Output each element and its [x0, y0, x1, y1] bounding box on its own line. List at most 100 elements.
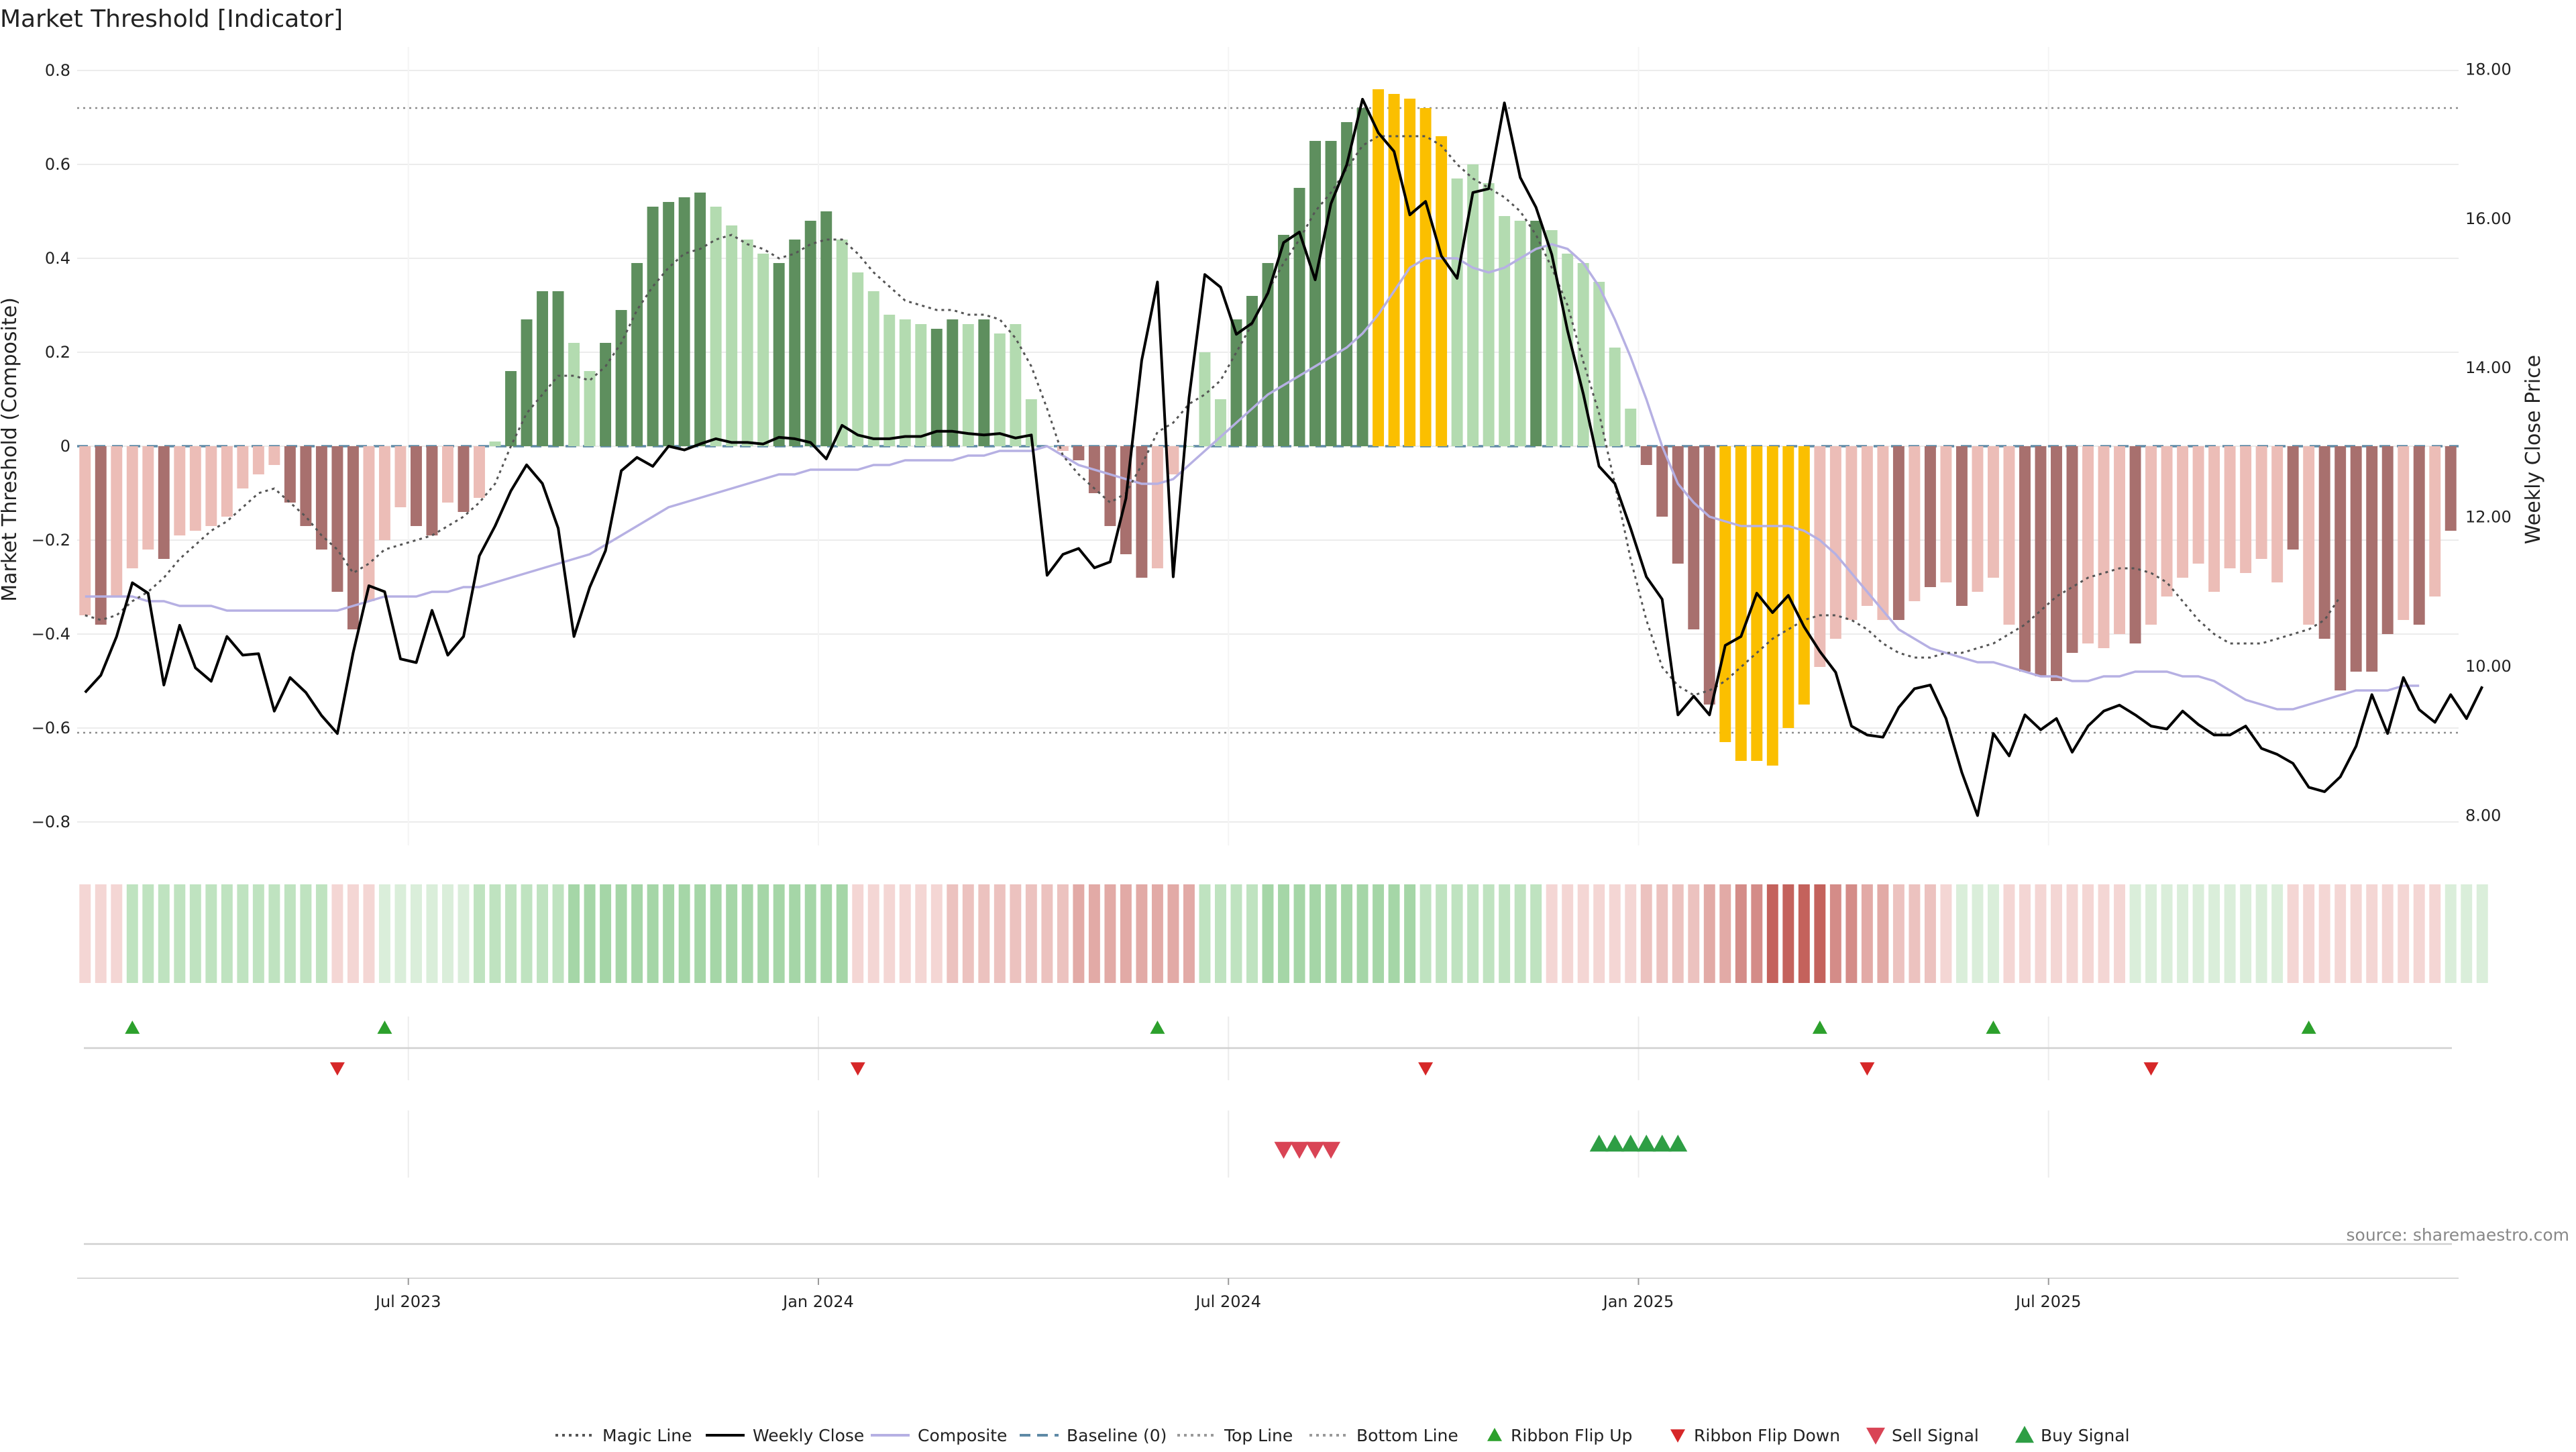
composite-bar: [1278, 235, 1289, 446]
composite-bar: [174, 446, 186, 535]
composite-bar: [2334, 446, 2347, 690]
ribbon-flip-up-marker: [1986, 1021, 2001, 1034]
ribbon-cell: [678, 884, 690, 983]
composite-bar: [1136, 446, 1148, 578]
ribbon-cell: [458, 884, 470, 983]
composite-bar: [2381, 446, 2394, 634]
ribbon-cell: [111, 884, 123, 983]
y2-tick-label: 14.00: [2465, 358, 2512, 377]
ribbon-flip-down-marker: [2143, 1062, 2159, 1076]
composite-bar: [726, 225, 738, 446]
composite-bar: [1183, 446, 1195, 447]
composite-bar: [1010, 324, 1022, 446]
ribbon-cell: [426, 884, 438, 983]
composite-bar: [930, 329, 943, 446]
ribbon-cell: [1419, 884, 1432, 983]
legend-swatch: [1670, 1429, 1685, 1443]
legend-item: Top Line: [1177, 1426, 1293, 1445]
ribbon-cell: [568, 884, 580, 983]
ribbon-cell: [2098, 884, 2110, 983]
composite-bar: [1230, 319, 1242, 446]
ribbon-cell: [2255, 884, 2267, 983]
ribbon-cell: [331, 884, 343, 983]
ribbon-cell: [1451, 884, 1463, 983]
ribbon-flip-up-marker: [125, 1021, 140, 1034]
ribbon-cell: [789, 884, 801, 983]
ribbon-cell: [2019, 884, 2031, 983]
ribbon-cell: [552, 884, 564, 983]
composite-bar: [1341, 122, 1353, 446]
composite-bar: [600, 343, 612, 446]
composite-bar: [2082, 446, 2094, 643]
composite-bar: [268, 446, 280, 465]
ribbon-cell: [126, 884, 138, 983]
y-tick-label: 0.4: [45, 249, 70, 268]
ribbon-cell: [2082, 884, 2094, 983]
composite-bar: [1419, 108, 1432, 446]
ribbon-cell: [411, 884, 422, 983]
x-axis: Jul 2023 Jan 2024 Jul 2024 Jan 2025 Jul 2025: [77, 1278, 2459, 1311]
ribbon-flip-panel: [84, 1017, 2452, 1080]
composite-bar: [2208, 446, 2220, 592]
ribbon-cell: [2240, 884, 2252, 983]
ribbon-cell: [726, 884, 738, 983]
ribbon-cell: [1183, 884, 1195, 983]
ribbon-cell: [252, 884, 264, 983]
ribbon-cell: [2224, 884, 2236, 983]
composite-bar: [1814, 446, 1826, 667]
y-axis-left: 0.8 0.6 0.4 0.2 0 −0.2 −0.4 −0.6 −0.8: [32, 61, 70, 831]
composite-bar: [2129, 446, 2141, 643]
y2-tick-label: 8.00: [2465, 807, 2501, 825]
ribbon-cell: [2208, 884, 2220, 983]
ribbon-cell: [1499, 884, 1511, 983]
ribbon-cell: [1373, 884, 1385, 983]
composite-bar: [978, 319, 990, 446]
ribbon-cell: [1199, 884, 1211, 983]
composite-bar: [1499, 216, 1511, 446]
ribbon-cell: [489, 884, 501, 983]
composite-bar: [300, 446, 312, 526]
ribbon-cell: [237, 884, 249, 983]
composite-bar: [852, 272, 864, 446]
ribbon-cell: [1924, 884, 1936, 983]
composite-bar: [1356, 108, 1368, 446]
source-label: source: sharemaestro.com: [2347, 1225, 2570, 1245]
ribbon-cell: [2287, 884, 2299, 983]
ribbon-cell: [1151, 884, 1163, 983]
y-tick-label: 0.6: [45, 155, 70, 174]
ribbon-cell: [1814, 884, 1826, 983]
sell-signal-marker: [1305, 1141, 1325, 1159]
composite-bar: [521, 319, 533, 446]
ribbon-cell: [1766, 884, 1778, 983]
ribbon-cell: [584, 884, 596, 983]
ribbon-cell: [537, 884, 549, 983]
sell-signal-marker: [1290, 1141, 1309, 1159]
y2-tick-label: 10.00: [2465, 657, 2512, 676]
ribbon-cell: [2381, 884, 2394, 983]
ribbon-cell: [2366, 884, 2378, 983]
composite-bar: [474, 446, 485, 498]
composite-bar: [363, 446, 375, 601]
composite-bar: [1987, 446, 1999, 578]
legend-label: Baseline (0): [1067, 1426, 1167, 1445]
composite-bar: [1593, 282, 1605, 446]
ribbon-cell: [2398, 884, 2410, 983]
y2-tick-label: 16.00: [2465, 209, 2512, 228]
composite-bar: [1373, 89, 1385, 446]
x-tick-label: Jul 2023: [374, 1292, 441, 1311]
ribbon-cell: [2192, 884, 2204, 983]
composite-bar: [2366, 446, 2378, 672]
composite-bar: [1530, 221, 1542, 446]
composite-bar: [1262, 263, 1274, 446]
composite-bar: [1404, 99, 1416, 446]
composite-bar: [489, 442, 501, 446]
composite-bar: [741, 240, 753, 446]
ribbon-cell: [757, 884, 769, 983]
ribbon-cell: [2476, 884, 2488, 983]
ribbon-cell: [1530, 884, 1542, 983]
ribbon-cell: [521, 884, 533, 983]
composite-bar: [2114, 446, 2125, 634]
composite-bar: [1436, 136, 1448, 446]
composite-bar: [2271, 446, 2284, 582]
